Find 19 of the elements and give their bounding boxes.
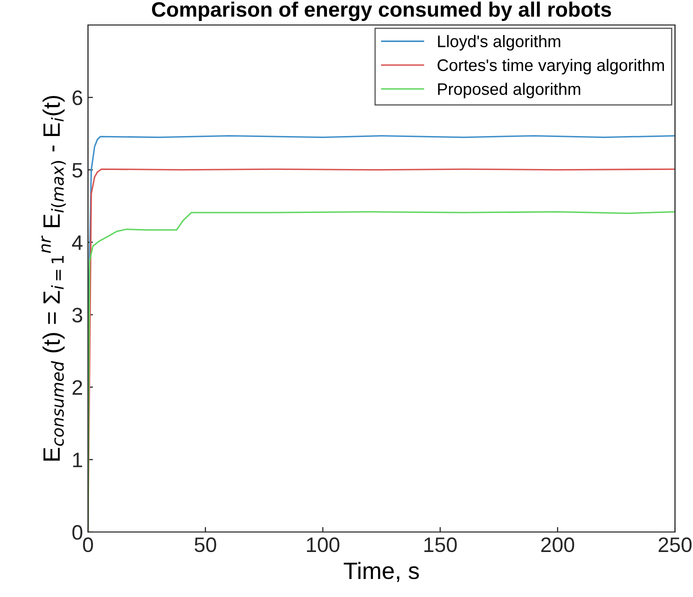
chart-title: Comparison of energy consumed by all robots [152, 2, 612, 22]
y-tick-label: 0 [72, 525, 82, 540]
text: E$_{consumed}$ (t) = Σ$_{i=1}$$^{nr}$ E$_{i(max)}$ - E$_{i}$(t) [41, 96, 66, 461]
x-tick-label: 200 [541, 537, 574, 552]
legend-label: Cortes's time varying algorithm [438, 58, 664, 74]
y-tick-label: 4 [72, 236, 83, 250]
y-tick-label: 1 [73, 452, 82, 468]
x-tick-label: 0 [83, 537, 93, 552]
y-tick-label: 5 [72, 163, 82, 178]
y-tick-label: 3 [72, 308, 82, 322]
y-tick-label: 6 [72, 90, 82, 106]
x-tick-label: 150 [424, 537, 457, 552]
legend-label: Lloyd's algorithm [438, 35, 560, 51]
x-tick-label: 50 [194, 537, 216, 552]
y-tick-label: 2 [72, 380, 82, 395]
x-axis-title: Time, s [344, 562, 419, 582]
x-tick-label: 100 [307, 537, 340, 552]
legend-label: Proposed algorithm [438, 82, 580, 98]
x-tick-label: 250 [658, 537, 692, 552]
